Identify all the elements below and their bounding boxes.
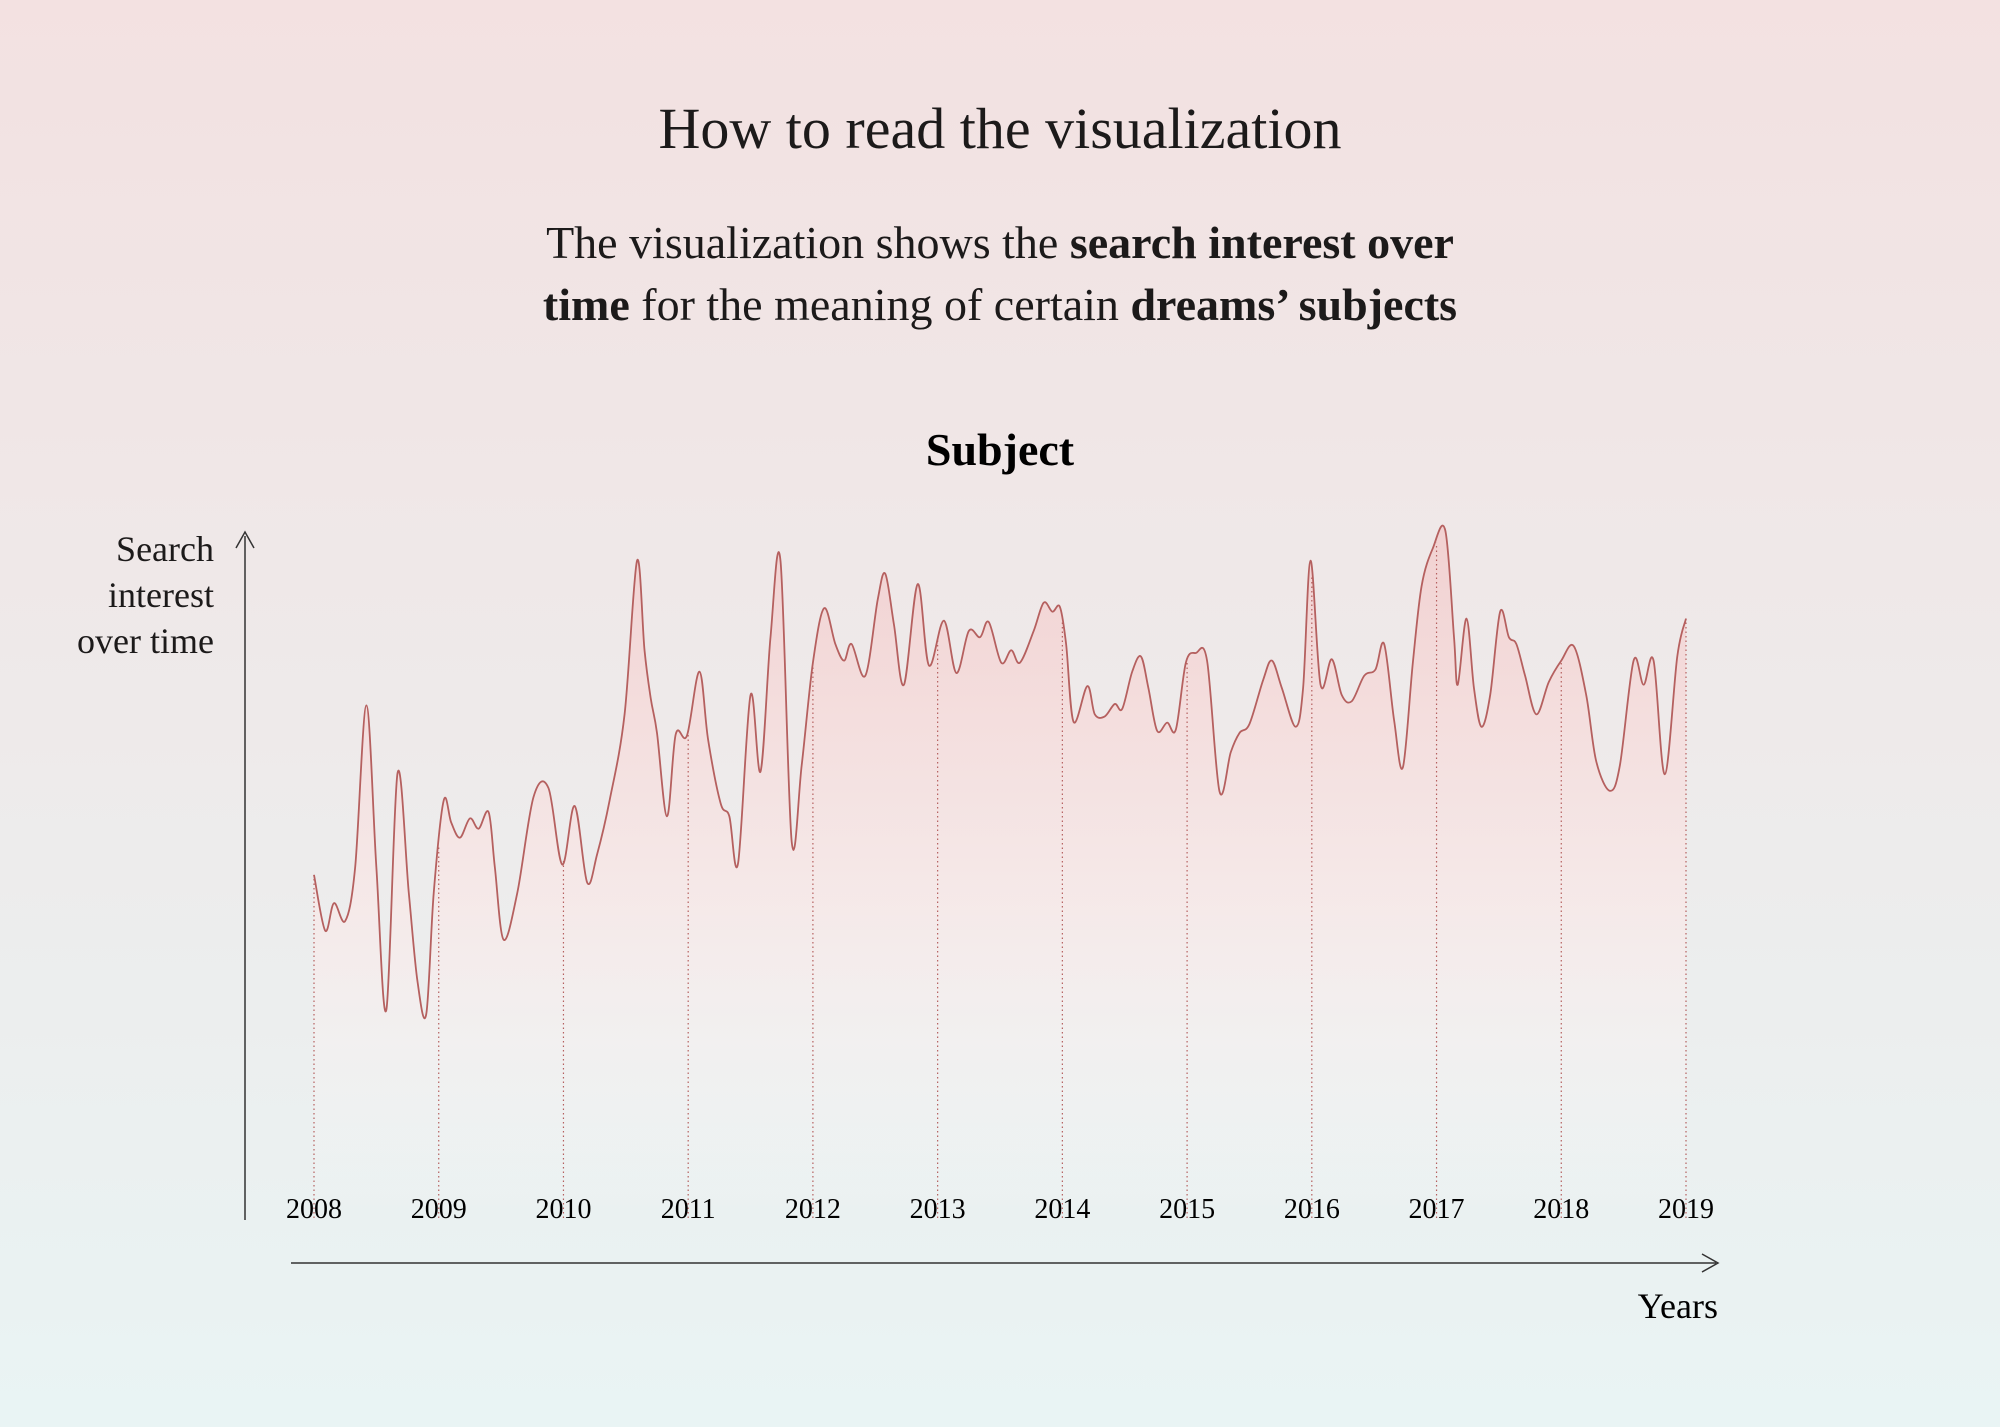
x-tick-label: 2015 (1159, 1194, 1215, 1225)
subtitle: The visualization shows the search inter… (0, 212, 2000, 336)
x-tick-label: 2010 (535, 1194, 591, 1225)
y-axis-label: Search interest over time (77, 529, 214, 661)
x-tick-label: 2016 (1284, 1194, 1340, 1225)
x-tick-label: 2011 (661, 1194, 716, 1225)
subtitle-text: The visualization shows the (546, 217, 1070, 268)
subtitle-line: The visualization shows the search inter… (0, 212, 2000, 274)
x-tick-label: 2019 (1658, 1194, 1714, 1225)
x-tick-label: 2013 (910, 1194, 966, 1225)
x-axis-arrow (1701, 1253, 1720, 1273)
line (313, 524, 1687, 1019)
subtitle-bold: dreams’ subjects (1130, 279, 1458, 330)
x-axis-label: Years (1638, 1286, 1718, 1326)
subtitle-bold: time (542, 279, 630, 330)
area (314, 525, 1686, 1218)
x-tick-label: 2014 (1034, 1194, 1090, 1225)
x-tick-label: 2008 (286, 1194, 342, 1225)
subtitle-bold: search interest over (1069, 217, 1454, 268)
subtitle-line: time for the meaning of certain dreams’ … (0, 274, 2000, 336)
x-tick-label: 2017 (1409, 1194, 1465, 1225)
page-title: How to read the visualization (658, 96, 1342, 161)
x-tick-label: 2012 (785, 1194, 841, 1225)
x-tick-label: 2018 (1533, 1194, 1589, 1225)
x-tick-label: 2009 (411, 1194, 467, 1225)
y-axis-arrow (235, 530, 255, 549)
subtitle-text: for the meaning of certain (629, 279, 1131, 330)
chart-title: Subject (926, 424, 1075, 475)
